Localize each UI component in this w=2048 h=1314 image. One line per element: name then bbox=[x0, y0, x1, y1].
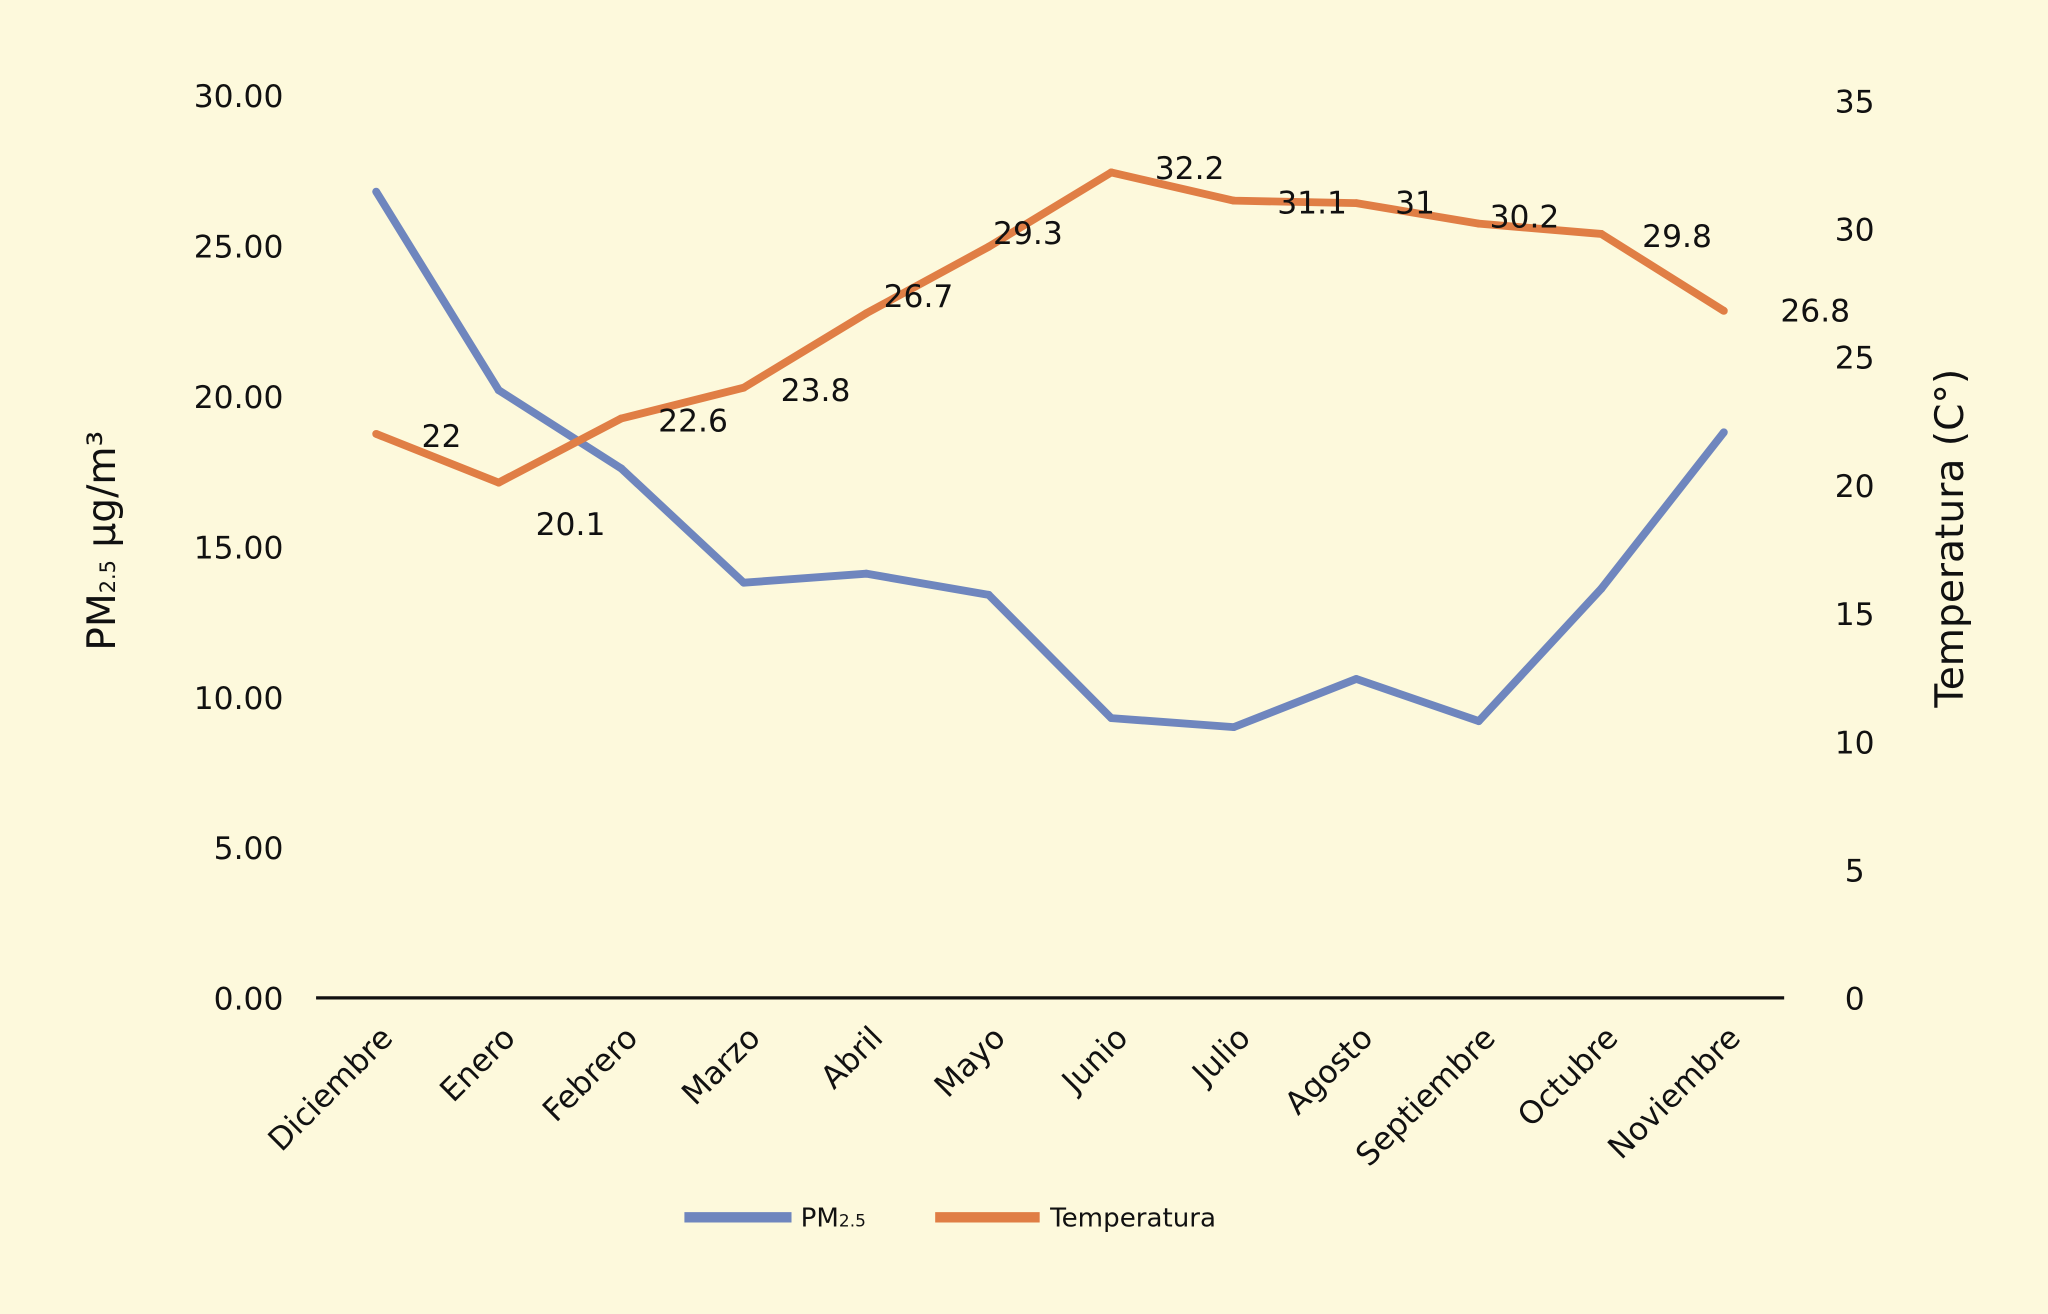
data-point bbox=[1597, 584, 1606, 593]
data-point bbox=[1474, 219, 1483, 228]
y-left-tick-label: 20.00 bbox=[194, 380, 284, 416]
y-left-tick-label: 0.00 bbox=[214, 982, 284, 1018]
data-point bbox=[984, 590, 993, 599]
y-right-tick-label: 20 bbox=[1835, 469, 1875, 505]
data-label: 26.7 bbox=[884, 279, 954, 315]
legend: PM2.5 Temperatura bbox=[684, 1203, 1216, 1233]
data-point bbox=[1474, 717, 1483, 726]
y-right-tick-label: 15 bbox=[1835, 597, 1875, 633]
data-point bbox=[1107, 168, 1116, 177]
legend-label-pm25: PM2.5 bbox=[801, 1203, 866, 1233]
data-point bbox=[1352, 675, 1361, 683]
data-point bbox=[494, 386, 503, 395]
data-point bbox=[617, 464, 626, 473]
data-label: 30.2 bbox=[1490, 200, 1560, 236]
data-point bbox=[494, 478, 503, 487]
y-right-tick-label: 10 bbox=[1835, 725, 1875, 761]
y-left-tick-label: 25.00 bbox=[194, 230, 284, 266]
y-right-tick-label: 35 bbox=[1835, 84, 1875, 120]
data-point bbox=[862, 309, 871, 318]
data-label: 29.3 bbox=[993, 216, 1063, 252]
data-point bbox=[1719, 306, 1728, 315]
data-label: 22.6 bbox=[658, 404, 728, 440]
data-point bbox=[862, 569, 871, 578]
y-right-tick-label: 25 bbox=[1835, 341, 1875, 377]
y-left-tick-label: 5.00 bbox=[214, 831, 284, 867]
data-point bbox=[1229, 723, 1238, 732]
data-label: 26.8 bbox=[1780, 293, 1850, 329]
y-right-tick-label: 30 bbox=[1835, 213, 1875, 249]
data-point bbox=[1719, 428, 1728, 437]
data-point bbox=[372, 429, 381, 438]
y-right-axis-title: Temperatura (C°) bbox=[1928, 369, 1973, 709]
data-label: 29.8 bbox=[1642, 219, 1712, 255]
data-point bbox=[1107, 714, 1116, 723]
data-label: 22 bbox=[422, 419, 462, 455]
y-left-tick-label: 15.00 bbox=[194, 530, 284, 566]
data-point bbox=[1229, 196, 1238, 205]
y-left-tick-label: 10.00 bbox=[194, 681, 284, 717]
y-right-tick-label: 0 bbox=[1845, 982, 1865, 1018]
data-label: 31.1 bbox=[1277, 186, 1347, 222]
series-line-temperatura bbox=[374, 168, 1726, 487]
y-right-tick-label: 5 bbox=[1845, 853, 1865, 889]
data-point bbox=[372, 187, 381, 196]
data-point bbox=[617, 414, 626, 423]
data-point bbox=[1352, 199, 1361, 208]
data-point bbox=[739, 383, 748, 392]
data-label: 31 bbox=[1395, 186, 1435, 222]
data-label: 32.2 bbox=[1155, 151, 1225, 187]
data-point bbox=[739, 578, 748, 587]
data-label: 23.8 bbox=[781, 373, 851, 409]
data-label: 20.1 bbox=[536, 507, 606, 543]
legend-label-temperatura: Temperatura bbox=[1049, 1203, 1216, 1233]
data-point bbox=[1597, 229, 1606, 238]
y-left-tick-label: 30.00 bbox=[194, 79, 284, 115]
data-point bbox=[984, 242, 993, 251]
y-left-axis-title: PM2.5 µg/m³ bbox=[80, 431, 125, 651]
series-line-pm25 bbox=[372, 189, 1727, 732]
